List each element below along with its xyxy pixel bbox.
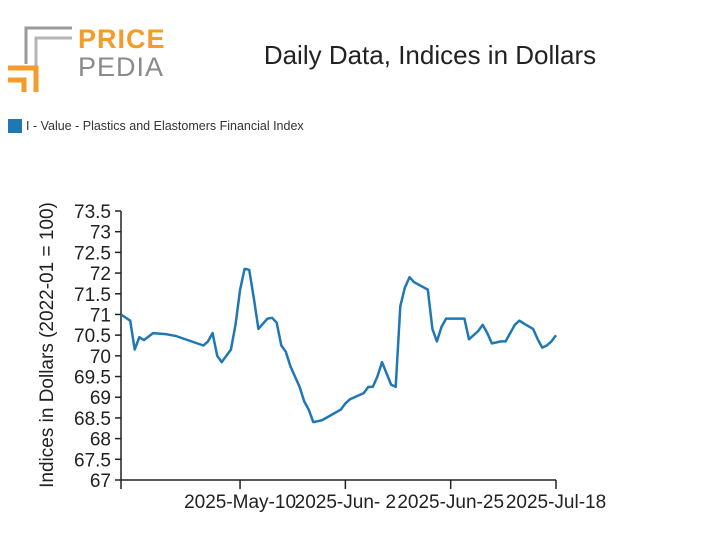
x-tick-label: 2025-Jun-25 [397,492,504,513]
x-tick-label: 2025-Jul-18 [506,492,606,513]
y-tick-label: 68 [90,430,111,451]
y-tick-label: 71 [90,305,111,326]
y-tick-label: 73.5 [74,202,111,223]
logo-word-pedia: PEDIA [78,52,165,82]
legend[interactable]: I - Value - Plastics and Elastomers Fina… [8,119,304,133]
y-tick-label: 72.5 [74,243,111,264]
y-tick-label: 71.5 [74,285,111,306]
y-tick-label: 70 [90,347,111,368]
legend-label: I - Value - Plastics and Elastomers Fina… [26,119,304,133]
pricepedia-logo: PRICE PEDIA [8,22,168,94]
logo-word-price: PRICE [78,24,166,54]
legend-swatch [8,119,22,133]
y-tick-label: 67 [90,471,111,492]
y-tick-label: 69 [90,388,111,409]
y-tick-label: 69.5 [74,368,111,389]
y-tick-label: 67.5 [74,450,111,471]
axes: 73.57372.57271.57170.57069.56968.56867.5… [74,202,606,513]
chart-title: Daily Data, Indices in Dollars [263,40,597,70]
logo-mark-icon [8,26,72,92]
x-tick-label: 2025-May-10 [184,492,296,513]
y-tick-label: 72 [90,264,111,285]
series-line [120,267,558,424]
x-tick-label: 2025-Jun- 2 [295,492,396,513]
y-tick-label: 70.5 [74,326,111,347]
y-axis-label: Indices in Dollars (2022-01 = 100) [37,202,58,488]
y-tick-label: 68.5 [74,409,111,430]
y-tick-label: 73 [90,223,111,244]
